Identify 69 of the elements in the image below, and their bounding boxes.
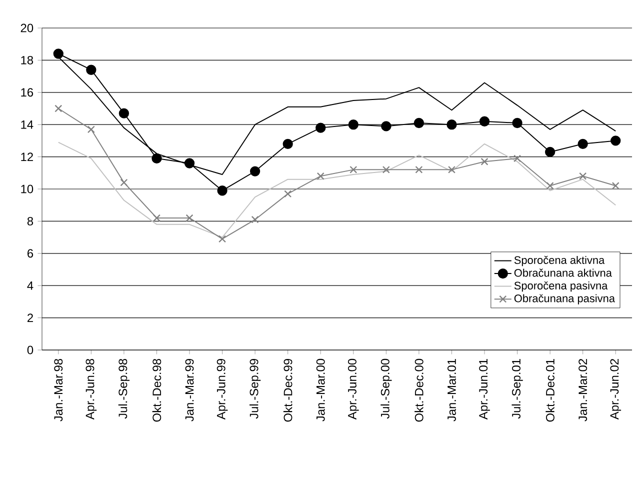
x-tick-label: Apr.-Jun.98 xyxy=(86,358,97,420)
x-tick-label: Okt.-Dec.98 xyxy=(152,358,162,422)
point xyxy=(184,158,195,168)
y-tick-label: 8 xyxy=(27,216,34,226)
point xyxy=(579,172,587,180)
x-tick-label: Apr.-Jun.99 xyxy=(216,359,228,420)
point xyxy=(152,153,162,164)
legend-label: Sporočena aktivna xyxy=(514,256,605,266)
x-tick-label: Okt.-Dec.01 xyxy=(546,359,554,422)
y-tick-label: 2 xyxy=(28,314,33,322)
x-tick-label: Apr.-Jun.00 xyxy=(348,358,359,420)
point xyxy=(546,182,554,190)
x-tick-label: Jul.-Sep.98 xyxy=(118,358,130,419)
point xyxy=(512,118,522,128)
legend-label: Obračunana pasivna xyxy=(514,294,615,304)
x-tick-label: Jan.-Mar.00 xyxy=(316,358,325,422)
x-tick-label: Jan.-Mar.02 xyxy=(578,359,588,422)
point xyxy=(514,154,522,162)
y-tick-label: 10 xyxy=(21,184,34,194)
y-tick-label: 16 xyxy=(21,88,34,97)
y-tick-label: 14 xyxy=(21,120,34,129)
legend-label: Obračunana aktivna xyxy=(514,268,612,277)
point xyxy=(415,166,423,174)
point xyxy=(382,166,390,174)
point xyxy=(218,235,226,243)
point xyxy=(54,104,62,112)
y-tick-label: 4 xyxy=(27,281,34,290)
point xyxy=(479,116,490,126)
point xyxy=(480,158,488,166)
y-tick-label: 20 xyxy=(20,24,34,32)
x-tick-label: Jul.-Sep.99 xyxy=(249,359,261,419)
point xyxy=(251,216,259,224)
y-tick-label: 0 xyxy=(27,346,34,354)
point xyxy=(350,166,358,174)
x-tick-label: Jan.-Mar.01 xyxy=(448,359,456,422)
point xyxy=(578,138,588,149)
point xyxy=(217,186,228,196)
point xyxy=(86,64,96,75)
point xyxy=(120,178,128,186)
y-tick-label: 6 xyxy=(28,249,34,258)
point xyxy=(87,126,95,134)
point xyxy=(186,214,194,222)
point xyxy=(448,166,456,174)
point xyxy=(118,108,130,118)
point xyxy=(610,136,621,146)
line-series xyxy=(58,142,616,238)
legend-label: Sporočena pasivna xyxy=(514,281,608,292)
x-tick-label: Jul.-Sep.00 xyxy=(380,358,392,419)
point xyxy=(544,146,556,158)
y-tick-label: 18 xyxy=(21,56,34,64)
point xyxy=(250,166,260,176)
point xyxy=(53,48,64,59)
x-tick-label: Jul.-Sep.01 xyxy=(512,359,523,419)
point xyxy=(414,118,424,128)
point xyxy=(152,214,160,222)
x-tick-label: Okt.-Dec.99 xyxy=(283,359,292,422)
point xyxy=(316,172,324,180)
y-tick-label: 12 xyxy=(21,152,33,161)
point xyxy=(348,120,358,130)
x-tick-label: Okt.-Dec.00 xyxy=(414,358,424,422)
point xyxy=(316,122,326,133)
x-tick-label: Apr.-Jun.01 xyxy=(479,359,490,420)
x-tick-label: Apr.-Jun.02 xyxy=(610,359,622,420)
point xyxy=(282,138,293,149)
point xyxy=(284,190,292,198)
point xyxy=(446,120,457,130)
x-tick-label: Jan.-Mar.99 xyxy=(185,359,194,422)
x-tick-label: Jan.-Mar.98 xyxy=(54,358,63,422)
point xyxy=(381,121,392,132)
